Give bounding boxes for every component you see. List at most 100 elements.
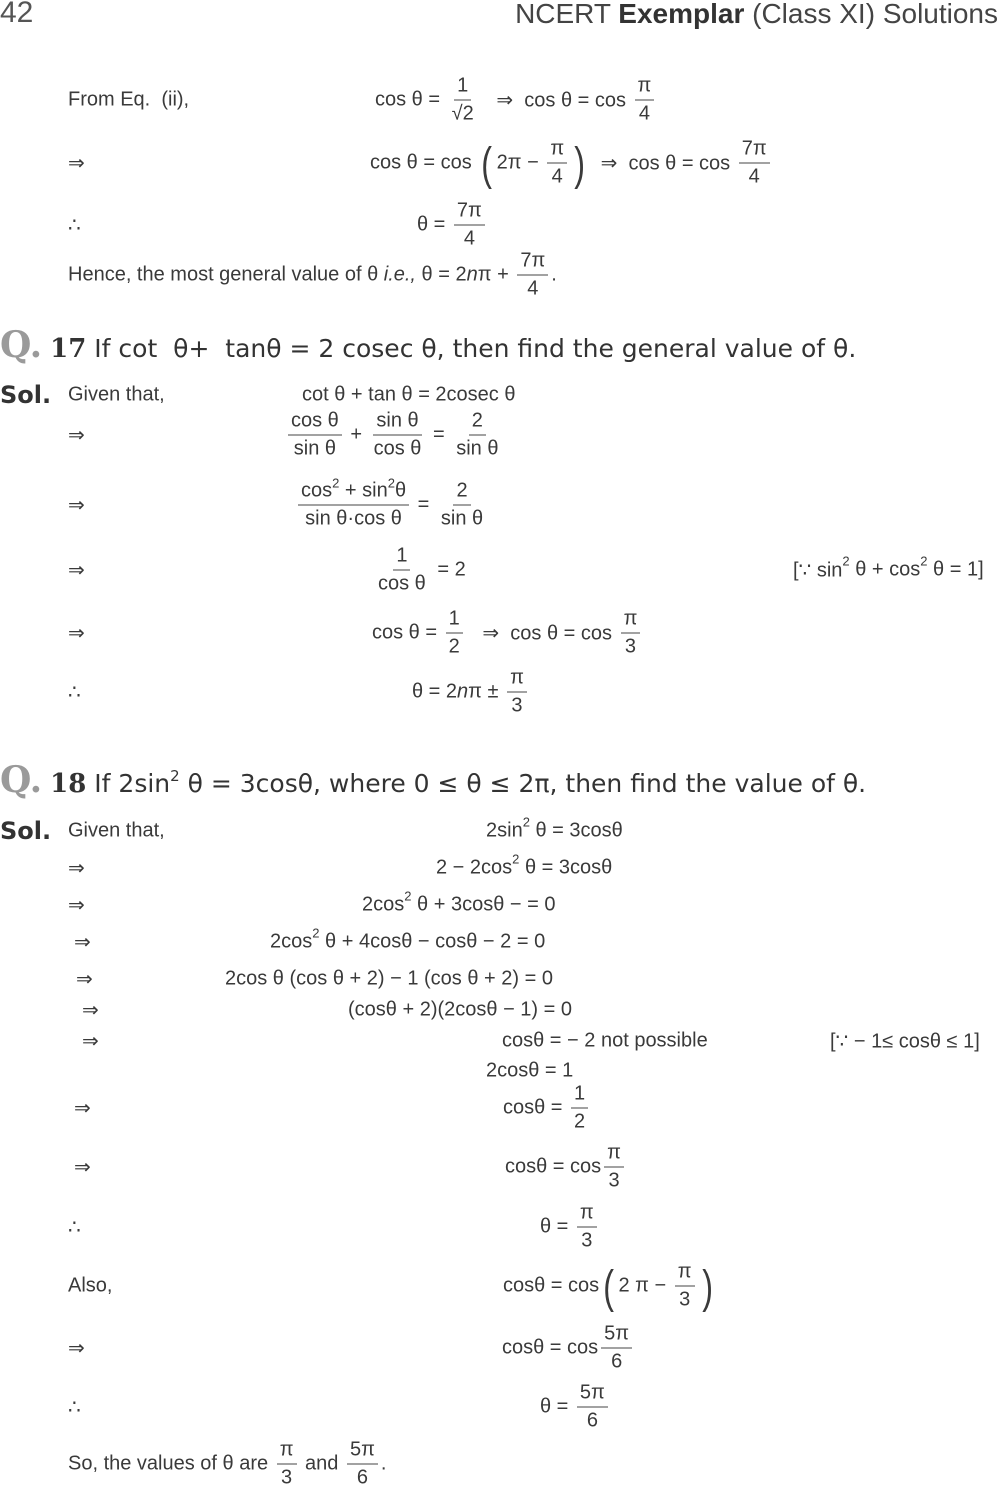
math-expression: cosθ = cos π 3	[505, 1142, 627, 1193]
math-expression: (cosθ + 2)(2cosθ − 1) = 0	[348, 999, 572, 1022]
line-label: Also,	[68, 1274, 113, 1297]
math-text: θ = 2	[416, 263, 467, 286]
fraction-denominator: 3	[508, 693, 525, 718]
line-label: ⇒	[68, 857, 85, 880]
math-text: ⇒ cos θ = cos	[465, 622, 618, 645]
fraction-denominator: sin θ	[291, 436, 339, 461]
math-text: cosθ =	[503, 1096, 569, 1119]
fraction-numerator: 5π	[576, 1382, 608, 1408]
fraction-denominator: √2	[449, 101, 477, 126]
superscript: 2	[170, 767, 180, 785]
fraction-numerator: π	[620, 607, 641, 634]
superscript: 2	[387, 475, 395, 491]
justification-note: [∵ − 1≤ cosθ ≤ 1]	[830, 1029, 980, 1054]
math-expression: 2sin 2 θ = 3cosθ	[486, 815, 623, 843]
line-label: ∴	[68, 681, 81, 704]
fraction: 5π 6	[601, 1323, 633, 1374]
denominator-text: 4	[463, 227, 475, 250]
math-text: (cosθ + 2)(2cosθ − 1) = 0	[348, 998, 573, 1021]
math-text: θ + cos	[849, 558, 921, 581]
numerator-text: π	[279, 1438, 294, 1461]
italic-text: i.e.,	[383, 263, 416, 286]
denominator-text: 3	[281, 1466, 293, 1489]
math-text: .	[551, 263, 557, 286]
fraction-denominator: 6	[354, 1465, 371, 1490]
numerator-text: π	[550, 137, 565, 160]
fraction-denominator: 3	[578, 1228, 595, 1253]
numerator-text: 7π	[456, 199, 482, 222]
math-text: + sin	[339, 479, 388, 502]
large-parenthesis: (	[603, 1260, 615, 1312]
fraction-numerator: 7π	[738, 138, 770, 164]
fraction: sin θ cos θ	[371, 410, 425, 461]
line-label: ⇒	[68, 1337, 85, 1360]
superscript: 2	[522, 814, 530, 830]
denominator-text: 6	[586, 1409, 598, 1432]
denominator-text: 2	[448, 635, 460, 658]
question-heading: Q. 17 If cot θ+ tanθ = 2 cosec θ, then fin…	[0, 324, 856, 366]
fraction: 1 √2	[449, 75, 477, 126]
math-text: =	[427, 423, 451, 446]
line-label: ⇒	[68, 894, 85, 917]
fraction-numerator: 2	[468, 410, 486, 436]
math-text: cosθ = cos	[503, 1274, 600, 1297]
line-label: ⇒	[68, 622, 85, 645]
denominator-text: sin θ·cos θ	[305, 507, 402, 530]
fraction: 1 cos θ	[375, 545, 429, 596]
line-label: ⇒	[74, 1156, 91, 1179]
fraction-denominator: 4	[746, 164, 763, 189]
numerator-text: π	[623, 607, 638, 630]
denominator-text: cos θ	[373, 437, 422, 460]
large-parenthesis: )	[574, 137, 586, 189]
header-suffix: (Class XI) Solutions	[744, 0, 998, 29]
line-label: From Eq. (ii),	[68, 88, 190, 111]
fraction: 2 sin θ	[453, 410, 501, 461]
fraction-denominator: 3	[622, 634, 639, 659]
math-expression: 2cosθ = 1	[486, 1060, 573, 1083]
denominator-text: 3	[624, 635, 637, 658]
math-text: So, the values of θ are	[68, 1452, 274, 1475]
numerator-text: π	[510, 666, 524, 689]
math-text: θ = 2	[412, 680, 458, 703]
fraction-denominator: sin θ	[438, 506, 486, 531]
fraction-denominator: 6	[608, 1349, 625, 1374]
fraction: cos θ sin θ	[288, 410, 342, 461]
denominator-text: 4	[527, 277, 539, 300]
math-text: cosθ = cos	[502, 1336, 599, 1359]
superscript: 2	[312, 925, 320, 941]
fraction-denominator: 2	[571, 1109, 588, 1134]
question-heading: Q. 18 If 2sin2 θ = 3cosθ, where 0 ≤ θ ≤ 2π…	[0, 759, 866, 801]
math-text: +	[344, 423, 368, 446]
running-header: NCERT Exemplar (Class XI) Solutions	[515, 0, 998, 30]
math-text: If 2sin	[94, 769, 171, 798]
fraction: 7π 4	[453, 199, 485, 251]
fraction: 5π 6	[576, 1382, 608, 1433]
denominator-text: 6	[611, 1350, 623, 1373]
fraction-denominator: 3	[676, 1287, 693, 1312]
math-expression: 1 cos θ = 2	[372, 545, 466, 596]
math-text: θ + 3cosθ − = 0	[411, 893, 556, 916]
math-text: cot θ + tan θ = 2cosec θ	[302, 383, 516, 406]
numerator-text: π	[637, 74, 652, 97]
superscript: 2	[920, 553, 928, 569]
numerator-text: sin θ	[376, 409, 419, 432]
math-text: 2cos θ (cos θ + 2) − 1 (cos θ + 2) = 0	[225, 967, 553, 990]
italic-text: n	[466, 263, 478, 286]
line-label: Given that,	[68, 819, 165, 842]
large-parenthesis: (	[481, 137, 493, 189]
fraction: 2 sin θ	[438, 480, 486, 531]
italic-text: n	[457, 680, 469, 703]
math-text: 2 π −	[618, 1274, 672, 1297]
fraction-numerator: 5π	[601, 1323, 633, 1349]
fraction: cos2 + sin2θ sin θ·cos θ	[298, 476, 410, 531]
fraction-numerator: 1	[454, 75, 472, 101]
